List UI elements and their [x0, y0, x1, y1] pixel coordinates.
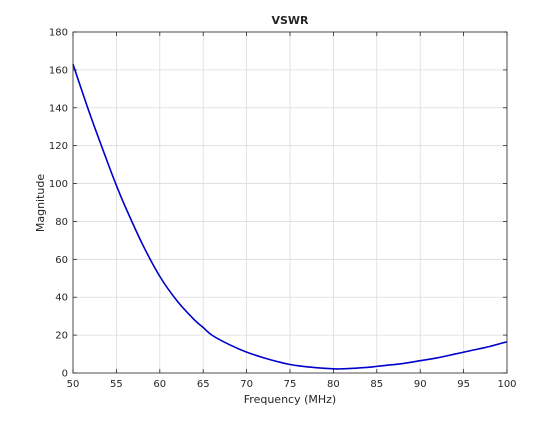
tick-marks: [72, 31, 508, 374]
x-tick-label: 55: [110, 379, 123, 390]
x-tick-label: 60: [153, 379, 166, 390]
y-tick-labels: 0 20 40 60 80 100 120 140 160 180: [49, 28, 68, 380]
y-tick-label: 40: [55, 293, 68, 304]
y-tick-label: 20: [55, 331, 68, 342]
y-tick-label: 0: [62, 369, 68, 380]
x-tick-label: 90: [414, 379, 427, 390]
y-tick-label: 140: [49, 103, 68, 114]
x-tick-label: 95: [457, 379, 470, 390]
x-tick-label: 100: [497, 379, 516, 390]
x-tick-label: 85: [370, 379, 383, 390]
x-tick-label: 75: [284, 379, 297, 390]
x-tick-labels: 50 55 60 65 70 75 80 85 90 95 100: [67, 379, 517, 390]
x-tick-label: 80: [327, 379, 340, 390]
x-tick-label: 65: [197, 379, 210, 390]
y-axis-label: Magnitude: [34, 174, 47, 233]
chart-title: VSWR: [271, 14, 309, 27]
y-tick-label: 180: [49, 28, 68, 39]
y-tick-label: 60: [55, 255, 68, 266]
y-tick-label: 80: [55, 217, 68, 228]
y-tick-label: 120: [49, 141, 68, 152]
y-tick-label: 160: [49, 65, 68, 76]
series-group: [72, 63, 508, 370]
vswr-series-line: [72, 63, 508, 370]
x-tick-label: 50: [67, 379, 80, 390]
x-tick-label: 70: [240, 379, 253, 390]
y-tick-label: 100: [49, 179, 68, 190]
x-axis-label: Frequency (MHz): [244, 393, 336, 406]
